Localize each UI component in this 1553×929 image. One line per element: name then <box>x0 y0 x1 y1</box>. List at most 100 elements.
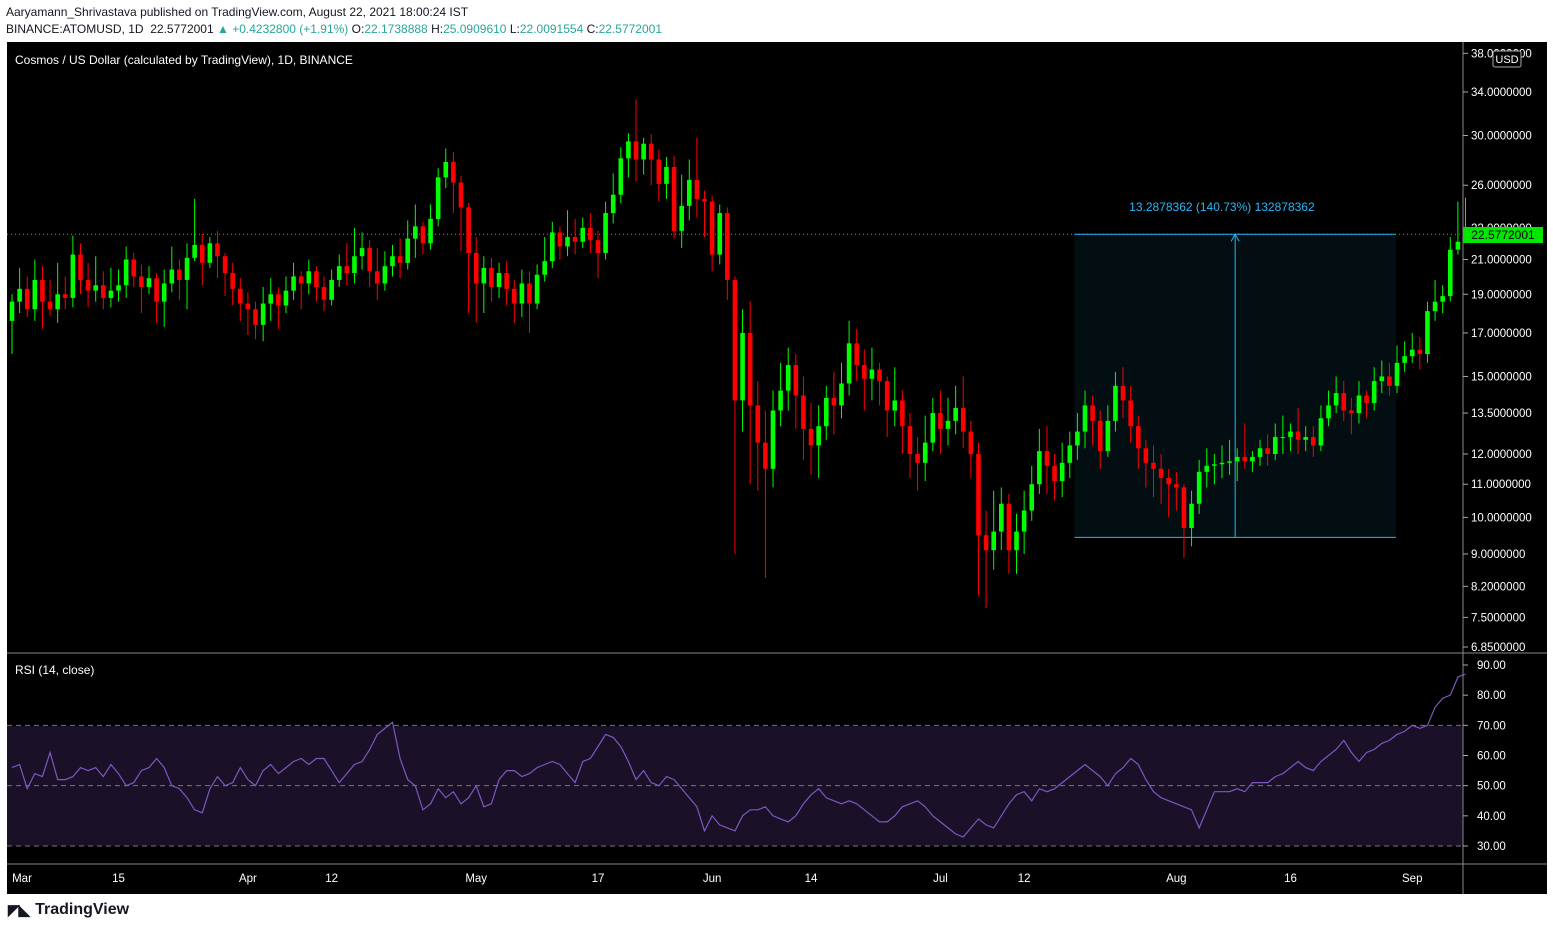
candle-body <box>9 301 15 321</box>
candle-body <box>1333 393 1339 406</box>
candle-body <box>314 271 319 288</box>
candle-body <box>276 294 281 306</box>
candle-body <box>664 167 669 184</box>
candle-body <box>823 397 829 427</box>
candle-body <box>648 143 654 160</box>
candle-body <box>732 279 738 401</box>
candle-body <box>291 276 296 291</box>
candle-body <box>1402 356 1407 363</box>
rsi-band <box>7 726 1463 846</box>
candle-body <box>123 259 129 286</box>
high-value: 25.0909610 <box>443 22 507 36</box>
time-tick-label: 14 <box>805 873 818 885</box>
candle-body <box>451 161 456 183</box>
chart-container[interactable]: 38.000000034.000000030.000000026.0000000… <box>7 42 1547 894</box>
measure-label: 13.2878362 (140.73%) 132878362 <box>1129 200 1315 214</box>
candle-body <box>1303 437 1308 440</box>
candle-body <box>1257 448 1263 457</box>
candle-body <box>496 272 502 288</box>
price-tick-label: 17.0000000 <box>1471 328 1532 340</box>
candle-body <box>1280 437 1286 439</box>
candle-body <box>344 266 350 273</box>
candle-body <box>306 271 312 284</box>
candle-body <box>610 194 616 214</box>
candle-body <box>938 413 943 429</box>
candle-body <box>321 287 327 300</box>
candle-body <box>869 369 875 379</box>
candle-body <box>725 213 730 280</box>
candle-body <box>679 205 684 231</box>
time-tick-label: 17 <box>592 873 605 885</box>
candle-body <box>215 243 220 257</box>
candle-body <box>1029 484 1035 511</box>
candle-body <box>161 283 167 302</box>
candle-body <box>846 343 852 384</box>
candle-body <box>656 159 662 184</box>
candle-body <box>116 285 121 291</box>
candle-body <box>1189 503 1194 528</box>
candle-body <box>139 276 144 288</box>
candle-body <box>1311 437 1316 446</box>
candle-body <box>618 158 624 195</box>
candle-body <box>1113 385 1118 421</box>
currency-badge-bg[interactable] <box>1492 50 1522 68</box>
candle-body <box>85 279 91 291</box>
candle-body <box>1212 464 1217 466</box>
rsi-title: RSI (14, close) <box>15 663 94 677</box>
candle-body <box>1044 451 1050 466</box>
candle-body <box>47 301 53 310</box>
publisher-line: Aaryamann_Shrivastava published on Tradi… <box>6 5 469 19</box>
rsi-tick-label: 50.00 <box>1477 781 1506 793</box>
candle-body <box>1387 376 1392 386</box>
candle-body <box>1067 445 1073 463</box>
candle-body <box>747 332 753 406</box>
rsi-tick-label: 30.00 <box>1477 841 1506 853</box>
candle-body <box>1204 465 1210 472</box>
time-tick-label: Mar <box>12 873 32 885</box>
candle-body <box>702 198 707 202</box>
candle-body <box>854 343 860 366</box>
candle-body <box>763 442 768 469</box>
candle-body <box>352 256 357 273</box>
price-tick-label: 10.0000000 <box>1471 512 1532 524</box>
candle-body <box>1097 420 1103 452</box>
candle-body <box>238 288 243 304</box>
candle-body <box>603 213 608 253</box>
rsi-tick-label: 90.00 <box>1477 660 1506 672</box>
close-label: C: <box>586 22 599 36</box>
candle-body <box>831 397 837 406</box>
candle-body <box>146 278 152 288</box>
currency-badge[interactable]: USD <box>1495 54 1518 66</box>
candle-body <box>709 201 715 255</box>
candle-body <box>283 290 289 306</box>
candle-body <box>1120 385 1126 401</box>
candle-body <box>1341 393 1347 411</box>
candle-body <box>24 288 30 310</box>
close-value: 22.5772001 <box>598 22 662 36</box>
time-tick-label: 12 <box>1018 873 1031 885</box>
candle-body <box>222 256 228 273</box>
candle-body <box>329 279 334 300</box>
candle-body <box>976 454 981 536</box>
open-label: O: <box>351 22 365 36</box>
candle-body <box>953 407 958 421</box>
candle-body <box>694 179 700 199</box>
candle-body <box>641 143 646 160</box>
candle-body <box>1082 405 1088 432</box>
candle-body <box>550 232 555 262</box>
candle-body <box>1425 311 1430 355</box>
time-tick-label: Jul <box>933 873 948 885</box>
candle-body <box>1272 437 1278 455</box>
last-price: 22.5772001 <box>150 22 214 36</box>
price-chart[interactable]: 38.000000034.000000030.000000026.0000000… <box>7 42 1547 894</box>
candle-body <box>534 274 540 304</box>
candle-body <box>801 395 806 429</box>
tradingview-logo[interactable]: ◤◣ TradingView <box>8 901 129 919</box>
candle-body <box>458 182 464 208</box>
candle-body <box>1196 471 1202 504</box>
time-tick-label: 16 <box>1284 873 1297 885</box>
candle-body <box>572 237 578 242</box>
candle-body <box>17 288 22 302</box>
candle-body <box>1021 510 1027 532</box>
candle-body <box>78 254 83 280</box>
